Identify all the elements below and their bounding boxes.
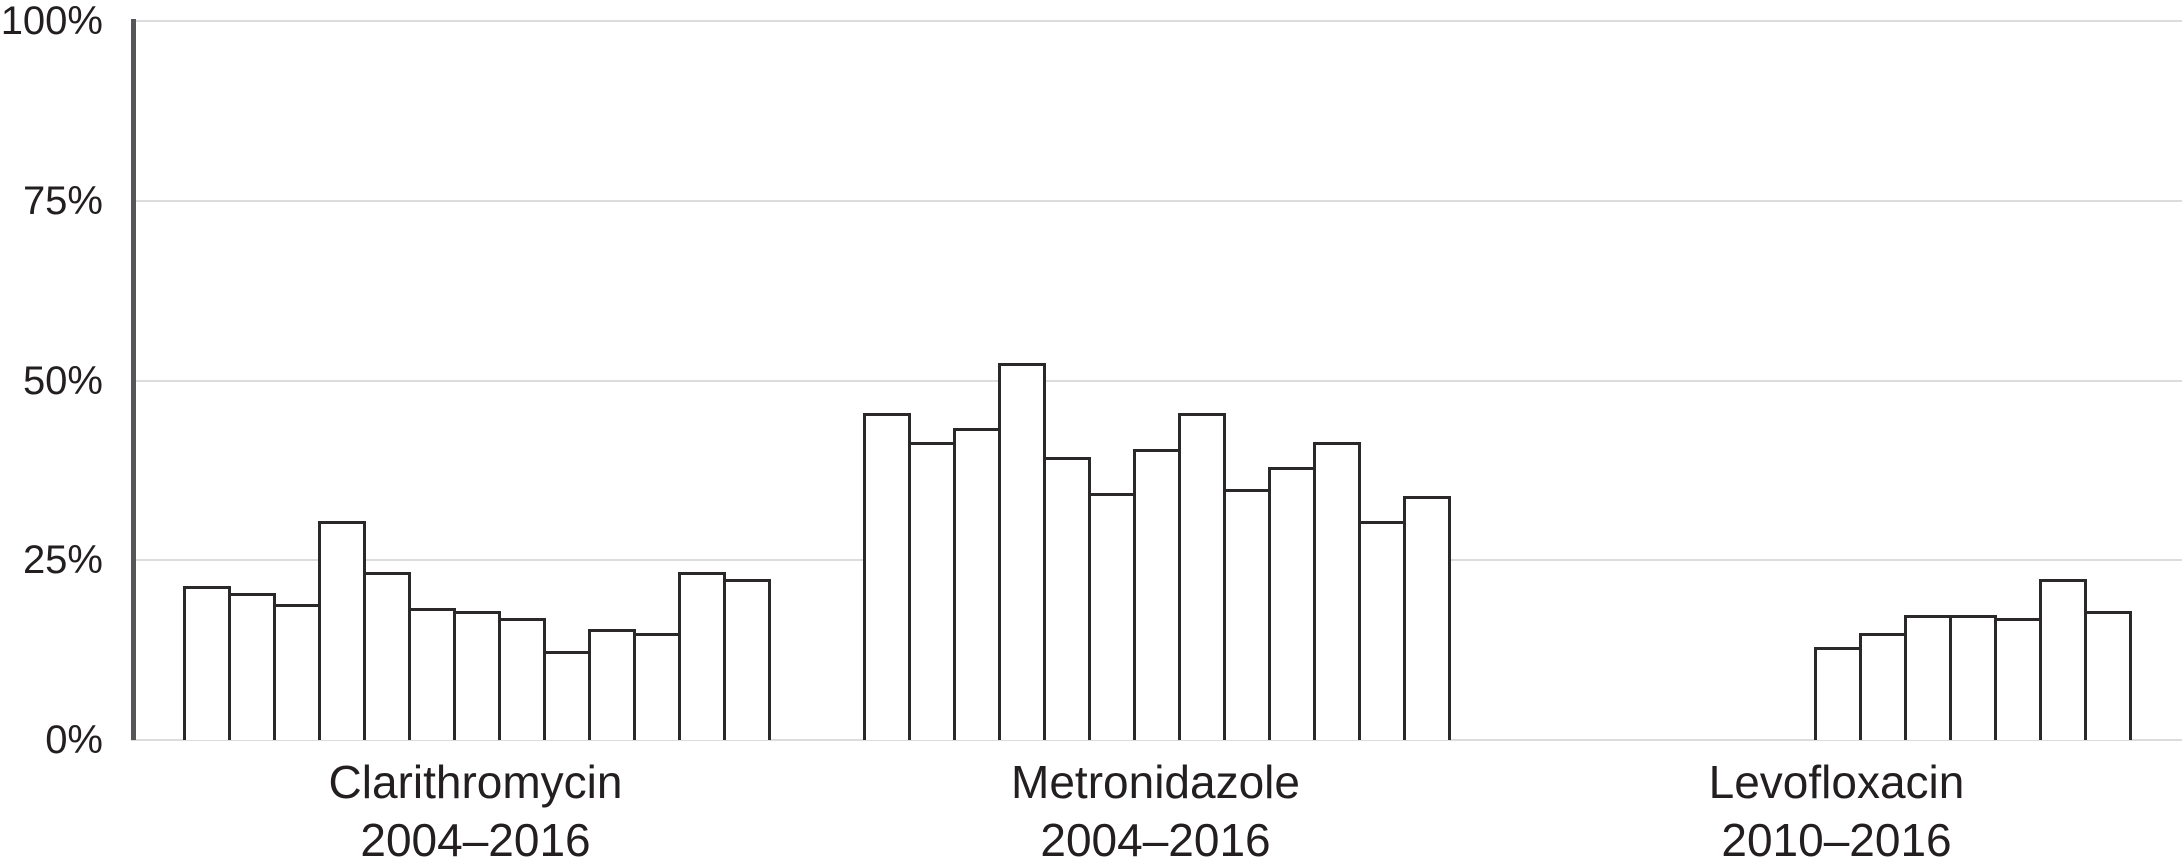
bar-levofloxacin-6 <box>2084 611 2132 740</box>
bar-clarithromycin-4 <box>363 572 411 740</box>
bar-levofloxacin-0 <box>1814 647 1862 740</box>
bar-metronidazole-2 <box>953 428 1001 740</box>
group-period-levofloxacin: 2010–2016 <box>1721 814 1952 863</box>
y-axis-tick-label: 0% <box>45 718 103 762</box>
group-period-clarithromycin: 2004–2016 <box>360 814 591 863</box>
bar-metronidazole-10 <box>1313 442 1361 740</box>
bar-clarithromycin-3 <box>318 521 366 740</box>
bar-clarithromycin-8 <box>543 651 591 740</box>
bar-metronidazole-11 <box>1358 521 1406 740</box>
bar-clarithromycin-2 <box>273 604 321 740</box>
bar-metronidazole-12 <box>1403 496 1451 740</box>
bar-clarithromycin-7 <box>498 618 546 740</box>
bar-clarithromycin-12 <box>723 579 771 740</box>
group-label-metronidazole: Metronidazole <box>1011 756 1300 808</box>
group-label-levofloxacin: Levofloxacin <box>1708 756 1965 808</box>
y-axis-tick-label: 25% <box>22 538 103 582</box>
bar-metronidazole-1 <box>908 442 956 740</box>
bar-metronidazole-6 <box>1133 449 1181 740</box>
bar-metronidazole-3 <box>998 363 1046 740</box>
gridline-0% <box>131 739 2182 741</box>
bar-levofloxacin-1 <box>1859 633 1907 740</box>
bar-levofloxacin-3 <box>1949 615 1997 740</box>
gridline-75% <box>131 200 2182 202</box>
bar-clarithromycin-1 <box>228 593 276 740</box>
y-axis-tick-label: 50% <box>22 359 103 403</box>
bar-clarithromycin-0 <box>183 586 231 740</box>
bar-levofloxacin-5 <box>2039 579 2087 740</box>
bar-metronidazole-4 <box>1043 457 1091 740</box>
bar-clarithromycin-6 <box>453 611 501 740</box>
bar-clarithromycin-11 <box>678 572 726 740</box>
bar-clarithromycin-10 <box>633 633 681 740</box>
y-axis-tick-label: 75% <box>22 179 103 223</box>
bar-clarithromycin-9 <box>588 629 636 740</box>
gridline-50% <box>131 380 2182 382</box>
group-period-metronidazole: 2004–2016 <box>1040 814 1271 863</box>
group-label-clarithromycin: Clarithromycin <box>328 756 623 808</box>
bar-metronidazole-5 <box>1088 493 1136 740</box>
bar-metronidazole-8 <box>1223 489 1271 740</box>
bar-metronidazole-9 <box>1268 467 1316 740</box>
bar-clarithromycin-5 <box>408 608 456 740</box>
gridline-100% <box>131 20 2182 22</box>
bar-metronidazole-7 <box>1178 413 1226 740</box>
bar-levofloxacin-2 <box>1904 615 1952 740</box>
bar-levofloxacin-4 <box>1994 618 2042 740</box>
bar-metronidazole-0 <box>863 413 911 740</box>
y-axis-line <box>131 19 136 740</box>
y-axis-tick-label: 100% <box>0 0 103 43</box>
